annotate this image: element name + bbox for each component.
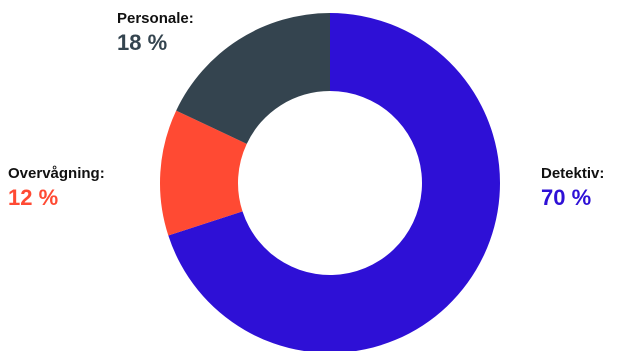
- label-detektiv: Detektiv: 70 %: [541, 166, 604, 209]
- label-personale: Personale: 18 %: [117, 11, 194, 54]
- label-detektiv-value: 70 %: [541, 185, 592, 210]
- slice-personale: [176, 13, 330, 144]
- label-personale-name: Personale:: [117, 10, 194, 27]
- slice-overvagning: [159, 110, 247, 236]
- label-personale-value: 18 %: [117, 30, 168, 55]
- label-overvagning: Overvågning: 12 %: [8, 166, 105, 209]
- label-detektiv-name: Detektiv:: [541, 165, 605, 182]
- label-overvagning-value: 12 %: [8, 185, 59, 210]
- label-overvagning-name: Overvågning:: [8, 165, 105, 182]
- slice-detektiv: [168, 13, 500, 351]
